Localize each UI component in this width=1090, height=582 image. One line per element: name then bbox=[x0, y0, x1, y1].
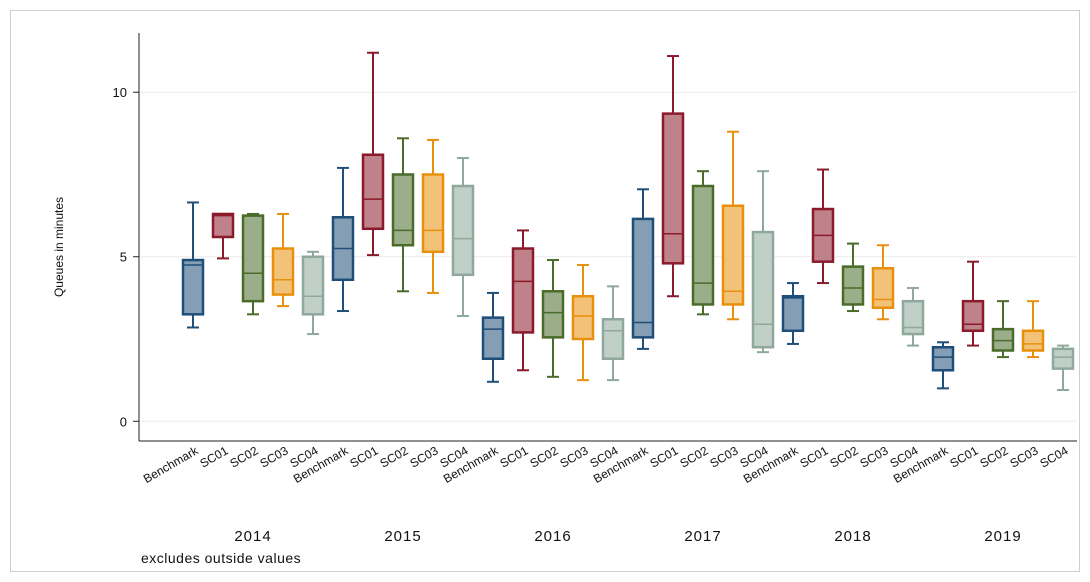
category-label: SC03 bbox=[407, 443, 440, 470]
box-2018-sc04 bbox=[901, 287, 925, 347]
box-2016-benchmark bbox=[481, 291, 505, 383]
box-2017-sc01 bbox=[661, 55, 685, 298]
box-2016-sc01 bbox=[511, 229, 535, 372]
category-label: SC03 bbox=[557, 443, 590, 470]
group-label: 2015 bbox=[384, 528, 421, 545]
box-body bbox=[271, 247, 295, 296]
chart-frame: 0 5 10 Benchmark SC01 SC02 SC03 SC04 Benchmark S… bbox=[10, 10, 1080, 572]
box-body bbox=[451, 184, 475, 277]
box-body bbox=[361, 153, 385, 231]
box-body bbox=[871, 267, 895, 309]
group-label-layer: 2014 2015 2016 2017 2018 2019 bbox=[234, 528, 1021, 545]
category-label: SC01 bbox=[197, 443, 230, 470]
category-label: SC03 bbox=[1007, 443, 1040, 470]
category-label: SC02 bbox=[227, 443, 260, 470]
y-tick-label: 0 bbox=[120, 414, 127, 429]
box-2019-sc04 bbox=[1051, 344, 1075, 391]
y-tick-label: 5 bbox=[120, 250, 127, 265]
group-label: 2017 bbox=[684, 528, 721, 545]
category-label: SC01 bbox=[647, 443, 680, 470]
box-2019-sc03 bbox=[1021, 300, 1045, 359]
chart-note: excludes outside values bbox=[141, 550, 301, 566]
category-label: SC02 bbox=[677, 443, 710, 470]
box-2018-sc02 bbox=[841, 242, 865, 313]
box-2014-sc02 bbox=[241, 212, 265, 316]
box-body bbox=[181, 258, 205, 316]
box-body bbox=[1021, 329, 1045, 352]
box-body bbox=[901, 299, 925, 336]
box-2017-sc02 bbox=[691, 170, 715, 316]
box-2014-sc01 bbox=[211, 212, 235, 260]
box-2016-sc03 bbox=[571, 263, 595, 382]
category-label: SC03 bbox=[257, 443, 290, 470]
category-label: SC03 bbox=[707, 443, 740, 470]
box-2015-sc01 bbox=[361, 51, 385, 257]
box-body bbox=[391, 173, 415, 247]
box-body bbox=[211, 212, 235, 239]
category-label: SC04 bbox=[1037, 443, 1070, 470]
category-label: SC02 bbox=[377, 443, 410, 470]
box-2017-sc04 bbox=[751, 170, 775, 354]
axis-layer bbox=[138, 33, 1077, 442]
box-2018-sc03 bbox=[871, 244, 895, 321]
box-body bbox=[241, 214, 265, 303]
box-body bbox=[511, 247, 535, 334]
category-label: SC01 bbox=[347, 443, 380, 470]
box-2014-sc04 bbox=[301, 250, 325, 336]
box-body bbox=[721, 204, 745, 306]
y-tick-label: 10 bbox=[113, 85, 127, 100]
box-2017-benchmark bbox=[631, 188, 655, 350]
box-2015-sc02 bbox=[391, 137, 415, 293]
box-2019-sc01 bbox=[961, 260, 985, 347]
box-2019-benchmark bbox=[931, 341, 955, 390]
box-body bbox=[931, 345, 955, 372]
box-body bbox=[961, 299, 985, 333]
box-2015-benchmark bbox=[331, 166, 355, 313]
box-2018-benchmark bbox=[781, 282, 805, 345]
box-layer bbox=[181, 51, 1075, 391]
box-body bbox=[751, 230, 775, 349]
box-2016-sc04 bbox=[601, 285, 625, 382]
category-label-layer: BenchmarkSC01SC02SC03SC04BenchmarkSC01SC… bbox=[141, 443, 1071, 486]
group-label: 2019 bbox=[984, 528, 1021, 545]
box-2017-sc03 bbox=[721, 130, 745, 321]
box-body bbox=[781, 294, 805, 333]
box-2015-sc03 bbox=[421, 138, 445, 294]
category-label: Benchmark bbox=[141, 443, 201, 486]
group-label: 2014 bbox=[234, 528, 271, 545]
box-2016-sc02 bbox=[541, 259, 565, 378]
category-label: SC02 bbox=[977, 443, 1010, 470]
box-2015-sc04 bbox=[451, 157, 475, 317]
box-body bbox=[301, 255, 325, 316]
box-body bbox=[481, 316, 505, 360]
box-body bbox=[631, 217, 655, 339]
group-label: 2016 bbox=[534, 528, 571, 545]
box-2014-benchmark bbox=[181, 201, 205, 329]
y-axis-title: Queues in minutes bbox=[52, 197, 66, 297]
category-label: SC02 bbox=[527, 443, 560, 470]
grid-layer bbox=[139, 91, 1077, 422]
box-body bbox=[601, 318, 625, 360]
group-label: 2018 bbox=[834, 528, 871, 545]
box-2018-sc01 bbox=[811, 168, 835, 285]
box-body bbox=[841, 265, 865, 306]
box-body bbox=[421, 173, 445, 254]
box-2014-sc03 bbox=[271, 212, 295, 308]
box-body bbox=[661, 112, 685, 265]
y-tick-layer: 0 5 10 bbox=[113, 85, 139, 429]
box-body bbox=[991, 327, 1015, 352]
box-body bbox=[1051, 347, 1075, 370]
category-label: SC01 bbox=[797, 443, 830, 470]
box-body bbox=[571, 294, 595, 341]
category-label: SC02 bbox=[827, 443, 860, 470]
category-label: SC01 bbox=[497, 443, 530, 470]
box-body bbox=[541, 290, 565, 339]
category-label: SC03 bbox=[857, 443, 890, 470]
box-body bbox=[691, 184, 715, 306]
box-2019-sc02 bbox=[991, 300, 1015, 359]
category-label: SC01 bbox=[947, 443, 980, 470]
